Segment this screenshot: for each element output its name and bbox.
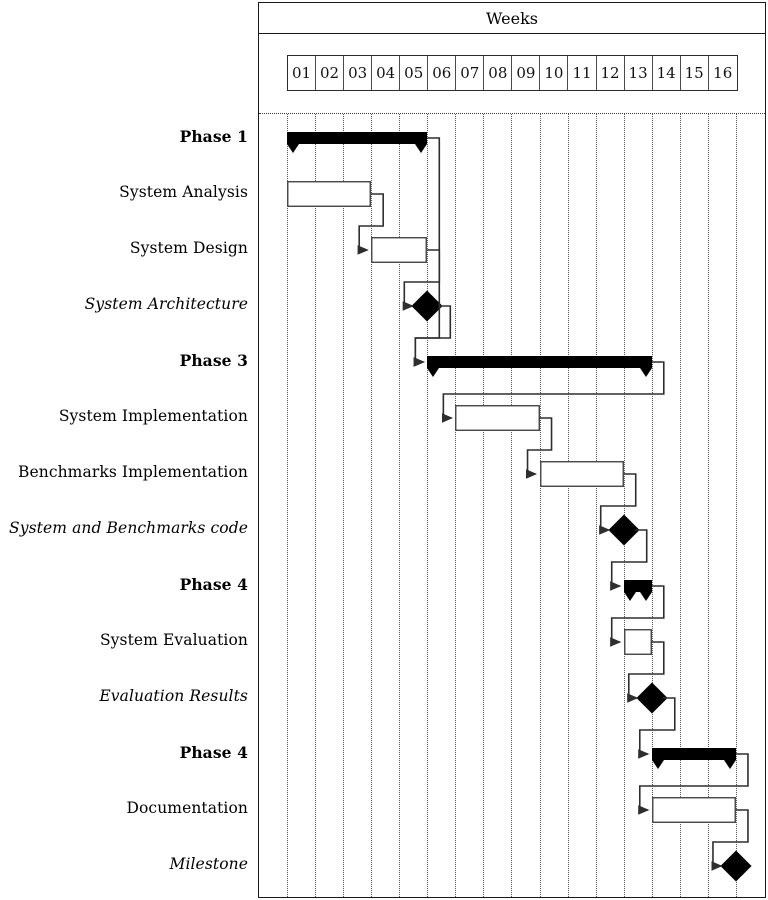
task-label-11: Phase 4 [179, 743, 248, 762]
week-header-cell-08: 08 [484, 56, 513, 90]
dependency-link-10-11 [638, 697, 676, 759]
summary-bar-11[interactable] [651, 748, 737, 769]
gridline-week-17 [735, 114, 737, 897]
week-header-cell-11: 11 [568, 56, 597, 90]
gridline-week-14 [651, 114, 653, 897]
header-separator [259, 113, 765, 114]
week-header-cell-06: 06 [428, 56, 457, 90]
gridline-week-10 [539, 114, 541, 897]
task-label-3: System Architecture [84, 295, 248, 313]
dependency-link-5-6 [525, 417, 553, 479]
task-label-1: System Analysis [119, 183, 248, 201]
gridline-week-1 [287, 114, 288, 897]
chart-title: Weeks [259, 3, 765, 34]
week-header-cell-13: 13 [625, 56, 653, 90]
task-label-5: System Implementation [58, 407, 248, 425]
week-header-cell-07: 07 [456, 56, 485, 90]
week-header-cell-12: 12 [597, 56, 625, 90]
week-header-cell-15: 15 [681, 56, 709, 90]
week-header-cell-09: 09 [512, 56, 541, 90]
dependency-link-8-9 [610, 585, 665, 647]
gridline-week-4 [371, 114, 373, 897]
week-header-cell-05: 05 [400, 56, 429, 90]
task-label-6: Benchmarks Implementation [17, 463, 248, 481]
dependency-link-2-3 [402, 249, 441, 311]
gridline-week-11 [567, 114, 569, 897]
week-header-cell-01: 01 [288, 56, 317, 90]
summary-bar-8[interactable] [623, 580, 652, 601]
task-bar-6[interactable] [539, 461, 624, 487]
gridline-week-5 [399, 114, 401, 897]
week-header-cell-02: 02 [316, 56, 345, 90]
summary-bar-0[interactable] [287, 132, 428, 153]
week-header-cell-10: 10 [540, 56, 569, 90]
gridline-week-12 [595, 114, 597, 897]
task-bar-5[interactable] [455, 405, 540, 431]
chart-frame: Weeks 01 02 03 04 05 06 07 08 09 10 11 12 13 14 15 16 [258, 2, 766, 898]
task-bar-12[interactable] [651, 797, 736, 823]
dependency-link-3-4 [413, 305, 452, 367]
task-label-10: Evaluation Results [99, 687, 248, 705]
task-label-2: System Design [129, 239, 248, 257]
dependency-link-7-8 [610, 529, 648, 591]
gridline-week-15 [679, 114, 681, 897]
dependency-link-9-10 [627, 641, 665, 703]
task-label-column: Phase 1 System Analysis System Design Syste… [0, 0, 256, 900]
task-label-8: Phase 4 [179, 575, 248, 594]
gridline-week-9 [511, 114, 513, 897]
gridline-week-6 [427, 114, 429, 897]
task-label-9: System Evaluation [99, 631, 248, 649]
dependency-connectors [357, 137, 749, 871]
task-label-0: Phase 1 [179, 127, 248, 146]
task-label-7: System and Benchmarks code [9, 519, 248, 537]
gridline-week-7 [455, 114, 457, 897]
summary-bar-4[interactable] [427, 356, 653, 377]
task-bar-2[interactable] [371, 237, 428, 263]
gridline-week-3 [343, 114, 345, 897]
task-label-13: Milestone [169, 855, 248, 873]
gantt-plot-area [259, 114, 765, 897]
week-header-cell-04: 04 [372, 56, 401, 90]
week-header-strip: 01 02 03 04 05 06 07 08 09 10 11 12 13 14 15 16 [287, 55, 738, 91]
task-label-12: Documentation [126, 799, 248, 817]
dependency-link-11-12 [638, 753, 749, 815]
task-bar-1[interactable] [287, 181, 372, 207]
gridline-week-16 [707, 114, 709, 897]
gridline-week-8 [483, 114, 485, 897]
dependency-link-12-13 [711, 809, 749, 871]
task-bar-9[interactable] [623, 629, 652, 655]
dependency-link-1-2 [357, 193, 384, 255]
gridline-week-2 [315, 114, 317, 897]
week-header-cell-14: 14 [653, 56, 681, 90]
task-label-4: Phase 3 [179, 351, 248, 370]
dependency-link-6-7 [599, 473, 637, 535]
week-header-cell-16: 16 [713, 64, 733, 82]
week-header-cell-03: 03 [344, 56, 373, 90]
dependency-link-4-5 [441, 361, 665, 423]
